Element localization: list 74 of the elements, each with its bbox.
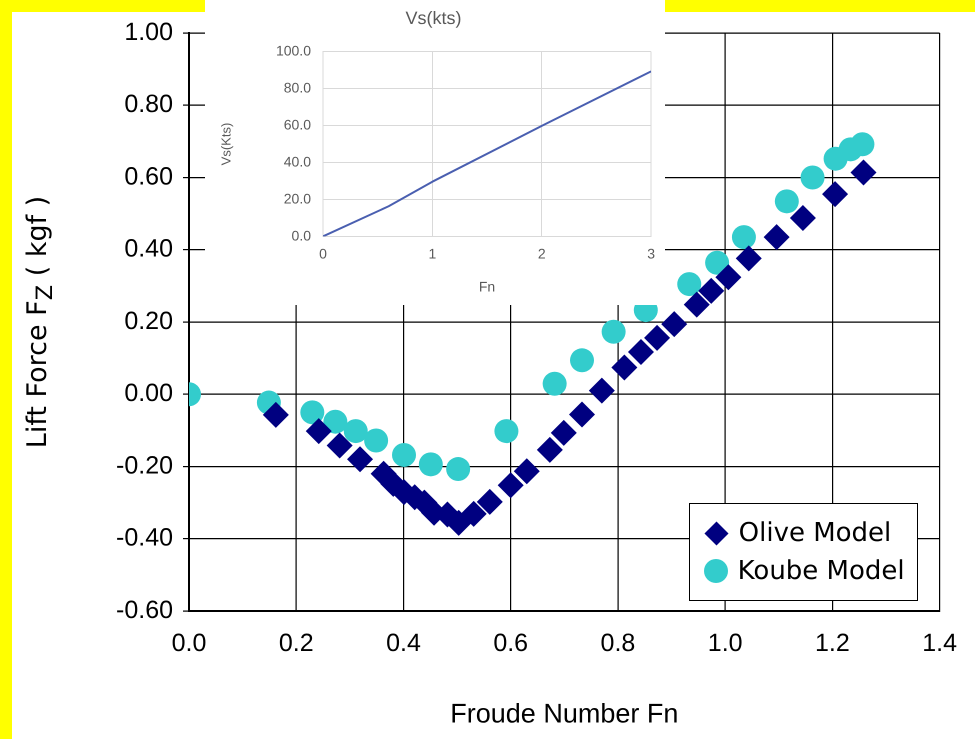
point: [536, 436, 563, 463]
point: [644, 324, 670, 351]
point: [418, 452, 443, 476]
x-tick-label: 0.0: [172, 628, 206, 657]
point: [498, 472, 524, 498]
point: [698, 278, 724, 304]
point: [306, 418, 332, 444]
x-tick-label: 0.6: [493, 628, 528, 657]
point: [323, 410, 348, 434]
point: [602, 320, 626, 344]
point: [460, 500, 487, 527]
point: [850, 132, 874, 156]
x-axis-title: Froude Number Fn: [450, 698, 678, 728]
point: [790, 204, 816, 231]
y-tick-label: 60.0: [284, 116, 312, 132]
point: [661, 311, 688, 338]
legend-label: Koube Model: [738, 556, 905, 586]
point: [736, 245, 762, 272]
point: [570, 348, 594, 372]
y-tick-label: 0.00: [124, 379, 173, 408]
point: [850, 159, 876, 186]
x-tick-label: 1.0: [708, 628, 743, 657]
x-tick-label: 1.2: [815, 628, 850, 657]
x-tick-label: 0.2: [278, 628, 314, 657]
chart-title: Vs(kts): [406, 8, 462, 28]
x-tick-label: 3: [647, 246, 656, 262]
point: [774, 189, 799, 214]
y-tick-label: -0.20: [116, 451, 173, 480]
y-tick-label: 40.0: [284, 153, 312, 170]
point: [588, 378, 615, 404]
x-tick-label: 1.4: [922, 628, 958, 657]
x-tick-label: 0.8: [600, 628, 636, 657]
y-tick-label: 0.60: [124, 162, 173, 190]
point: [300, 400, 324, 424]
x-tick-label: 0.4: [386, 628, 421, 657]
point: [611, 354, 638, 381]
point: [542, 372, 567, 396]
point: [822, 181, 848, 208]
point: [344, 419, 368, 444]
point: [347, 446, 374, 472]
point: [326, 432, 353, 459]
y-tick-label: 100.0: [276, 42, 312, 58]
x-tick-label: 2: [538, 246, 546, 262]
x-tick-label: 0: [319, 246, 328, 262]
y-tick-label: 0.40: [124, 234, 173, 263]
point: [800, 166, 825, 190]
y-axis-title: Vs(Kts): [218, 122, 234, 166]
x-axis-title: Fn: [478, 278, 496, 294]
point: [705, 250, 730, 275]
y-tick-label: 0.20: [124, 306, 173, 335]
y-tick-label: 20.0: [284, 190, 312, 206]
point: [569, 401, 596, 428]
point: [715, 264, 742, 290]
point: [494, 419, 518, 444]
point: [764, 224, 790, 250]
point: [514, 458, 540, 484]
point: [677, 272, 702, 296]
y-tick-label: 0.80: [124, 90, 173, 118]
point: [262, 402, 289, 428]
legend-label: Olive Model: [738, 518, 892, 548]
y-tick-label: 80.0: [284, 79, 312, 96]
y-tick-label: 0.0: [292, 227, 312, 244]
point: [732, 225, 756, 250]
point: [684, 292, 710, 318]
point: [392, 442, 416, 467]
y-tick-label: -0.40: [116, 524, 173, 552]
point: [550, 420, 577, 446]
y-tick-label: -0.60: [116, 596, 173, 624]
point: [364, 428, 388, 452]
y-tick-label: 1.00: [124, 18, 173, 46]
x-tick-label: 1: [428, 246, 436, 262]
point: [446, 457, 470, 482]
point: [476, 488, 503, 515]
point: [628, 338, 654, 365]
